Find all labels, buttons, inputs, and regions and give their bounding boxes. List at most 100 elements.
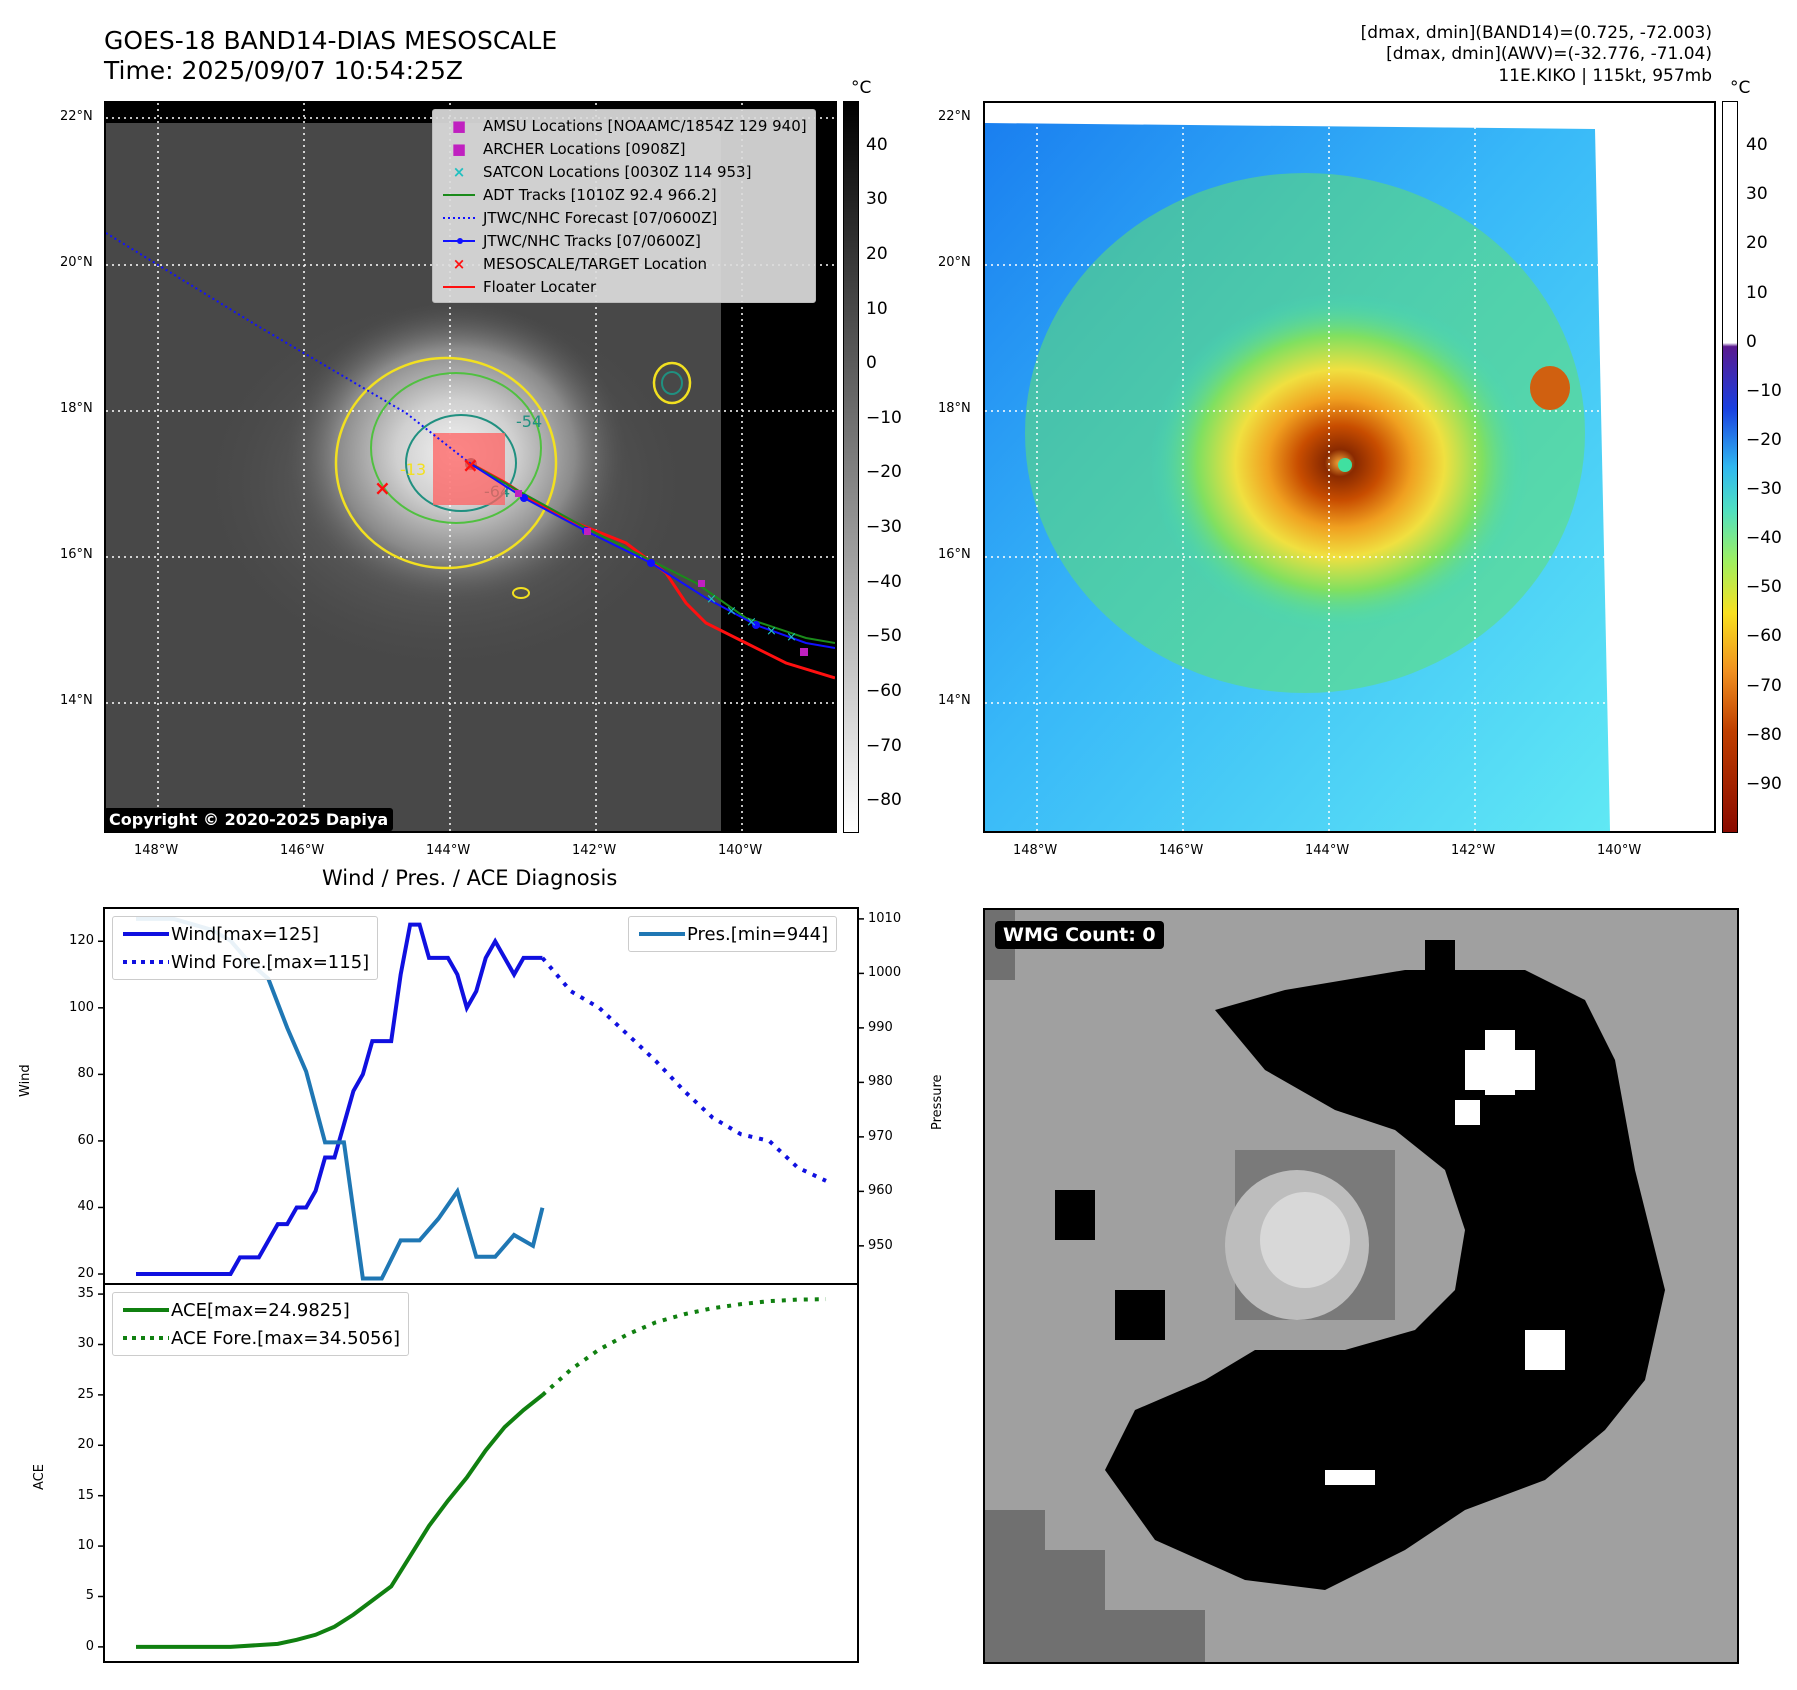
ace-panel-frame	[103, 1283, 859, 1663]
lon-label: 144°W	[1305, 843, 1350, 858]
wmg-dark-region	[985, 1510, 1205, 1662]
colorbar-tick-label: 20	[1746, 233, 1768, 254]
wmg-white-patch	[1485, 1030, 1515, 1095]
svg-text:×: ×	[746, 615, 757, 630]
contour-yellow	[334, 356, 558, 570]
archer-marker	[515, 490, 522, 497]
wind-tick-label: 120	[69, 933, 94, 949]
map-legend-symbol: ×	[452, 254, 466, 273]
wmg-count-badge: WMG Count: 0	[995, 921, 1164, 949]
wmg-panel	[983, 908, 1739, 1664]
awv-map-svg	[985, 103, 1714, 831]
lon-label: 146°W	[1159, 843, 1204, 858]
ace-fore-legend-label: ACE Fore.[max=34.5056]	[171, 1327, 400, 1349]
pressure-tick-label: 970	[868, 1128, 893, 1144]
lon-label: 148°W	[134, 843, 179, 858]
awv-range-label: [dmax, dmin](AWV)=(-32.776, -71.04)	[1386, 44, 1712, 64]
wind-legend: Wind[max=125] Wind Fore.[max=115]	[112, 916, 379, 980]
archer-marker	[698, 580, 705, 587]
wmg-black-cell	[1425, 940, 1455, 970]
map-legend-label: Floater Locater	[483, 277, 597, 296]
wmg-black-cell	[1115, 1290, 1165, 1340]
pressure-legend-swatch	[639, 932, 685, 936]
colorbar-tick-label: 0	[1746, 331, 1757, 352]
pressure-legend-label: Pres.[min=944]	[687, 923, 829, 945]
wmg-eye-center	[1260, 1192, 1350, 1288]
ace-legend-swatch	[123, 1308, 169, 1312]
legend-entry: ACE Fore.[max=34.5056]	[121, 1324, 400, 1352]
map-legend-entry: × MESOSCALE/TARGET Location	[441, 252, 807, 275]
colorbar-tick-label: 0	[866, 353, 877, 374]
map-legend-entry: JTWC/NHC Forecast [07/0600Z]	[441, 206, 807, 229]
ace-tick-label: 25	[77, 1386, 94, 1402]
lon-label: 140°W	[1597, 843, 1642, 858]
legend-entry: Wind[max=125]	[121, 920, 369, 948]
wind-tick-label: 20	[77, 1266, 94, 1282]
svg-text:×: ×	[706, 592, 717, 607]
awv-colorbar	[1722, 101, 1738, 833]
awv-colorbar-unit: °C	[1730, 78, 1751, 98]
svg-text:×: ×	[786, 630, 797, 645]
ir-colorbar	[843, 101, 859, 833]
pressure-axis-label: Pressure	[930, 1074, 945, 1130]
map-legend-entry: ■ ARCHER Locations [0908Z]	[441, 137, 807, 160]
storm-info-label: 11E.KIKO | 115kt, 957mb	[1498, 66, 1712, 86]
map-legend-label: AMSU Locations [NOAAMC/1854Z 129 940]	[483, 116, 807, 135]
legend-entry: Wind Fore.[max=115]	[121, 948, 369, 976]
band14-range-label: [dmax, dmin](BAND14)=(0.725, -72.003)	[1360, 23, 1712, 43]
colorbar-tick-label: −20	[866, 462, 902, 483]
map-legend-symbol	[441, 232, 477, 250]
contour-label: -54	[516, 412, 542, 431]
wind-forecast-line	[540, 956, 827, 1183]
lon-label: 140°W	[718, 843, 763, 858]
map-legend-entry: Floater Locater	[441, 275, 807, 298]
ace-legend-label: ACE[max=24.9825]	[171, 1299, 350, 1321]
contour-small-yellow	[512, 587, 530, 599]
lat-label: 22°N	[938, 109, 971, 124]
jtwc-track-point	[647, 559, 655, 567]
map-legend-label: JTWC/NHC Forecast [07/0600Z]	[483, 208, 718, 227]
colorbar-tick-label: −50	[1746, 577, 1782, 598]
lon-label: 142°W	[1451, 843, 1496, 858]
lon-label: 144°W	[426, 843, 471, 858]
wind-tick-label: 80	[77, 1066, 94, 1082]
jtwc-track	[470, 463, 835, 649]
lat-label: 14°N	[938, 693, 971, 708]
map-legend-symbol	[441, 186, 477, 204]
colorbar-tick-label: −70	[1746, 675, 1782, 696]
wind-fore-legend-label: Wind Fore.[max=115]	[171, 951, 370, 973]
map-legend-symbol	[441, 209, 477, 227]
colorbar-tick-label: −80	[1746, 724, 1782, 745]
colorbar-tick-label: −10	[1746, 380, 1782, 401]
wmg-white-patch	[1455, 1100, 1480, 1125]
colorbar-tick-label: −30	[866, 517, 902, 538]
map-legend-label: SATCON Locations [0030Z 114 953]	[483, 162, 752, 181]
lat-label: 18°N	[60, 401, 93, 416]
satcon-markers: × × × × ×	[706, 592, 797, 645]
ace-tick-label: 35	[77, 1286, 94, 1302]
wmg-white-patch	[1325, 1470, 1375, 1485]
pressure-tick-label: 1000	[868, 965, 902, 981]
map-legend-symbol: ■	[451, 139, 467, 158]
lat-label: 22°N	[60, 109, 93, 124]
awv-convective-cell	[1530, 366, 1570, 410]
colorbar-tick-label: 40	[866, 134, 888, 155]
wind-fore-legend-swatch	[123, 960, 169, 964]
mesoscale-box	[433, 433, 505, 505]
jtwc-track-point	[752, 621, 760, 629]
ir-colorbar-unit: °C	[851, 78, 872, 98]
awv-gridlines	[985, 103, 1714, 831]
ace-tick-label: 5	[85, 1588, 94, 1604]
colorbar-tick-label: −70	[866, 735, 902, 756]
copyright-label: Copyright © 2020-2025 Dapiya	[104, 808, 394, 831]
svg-text:×: ×	[766, 624, 777, 639]
diagnosis-title: Wind / Pres. / ACE Diagnosis	[322, 866, 618, 890]
colorbar-tick-label: −60	[866, 680, 902, 701]
ace-fore-legend-swatch	[123, 1336, 169, 1340]
legend-entry: ACE[max=24.9825]	[121, 1296, 400, 1324]
map-legend-label: ARCHER Locations [0908Z]	[483, 139, 686, 158]
contour-teal	[405, 414, 517, 512]
jtwc-forecast-line	[106, 232, 472, 465]
pressure-tick-label: 950	[868, 1237, 893, 1253]
